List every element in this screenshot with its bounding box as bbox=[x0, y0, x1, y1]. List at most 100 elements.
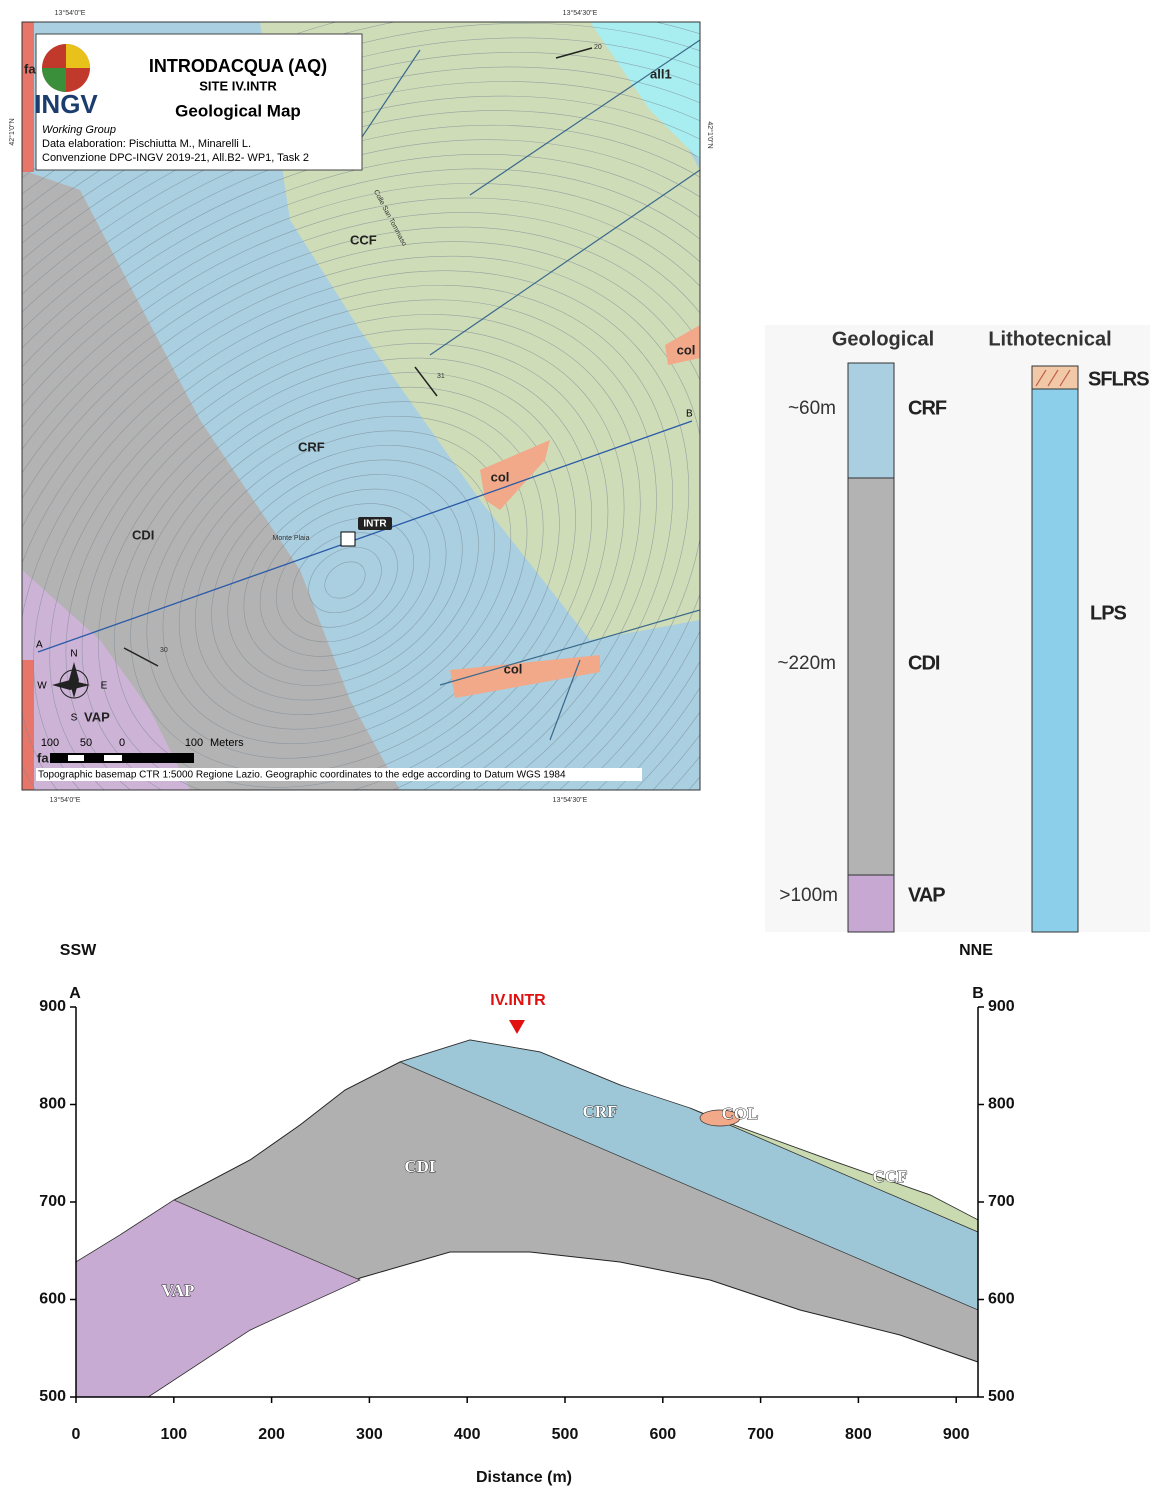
dip: 30 bbox=[160, 647, 168, 654]
coord: 42°1'0"N bbox=[706, 121, 714, 148]
fa-area bbox=[22, 22, 34, 172]
legend-box bbox=[35, 33, 363, 171]
coord: 13°54'30"E bbox=[563, 9, 598, 17]
scale-label: 100 bbox=[41, 737, 59, 749]
place: Monte Plaia bbox=[273, 535, 310, 542]
compass-n: N bbox=[70, 649, 77, 660]
scale-label: 100 bbox=[185, 737, 203, 749]
compass bbox=[52, 662, 90, 699]
unit: SFLRS bbox=[1088, 368, 1149, 390]
contour bbox=[243, 488, 447, 672]
x-tick-label: 100 bbox=[160, 1426, 187, 1443]
y-tick-label: 700 bbox=[988, 1193, 1015, 1210]
y-tick-label: 700 bbox=[39, 1193, 66, 1210]
col-section bbox=[699, 1109, 741, 1127]
column-panel bbox=[765, 325, 1150, 932]
unit-label: col bbox=[504, 661, 523, 676]
contour bbox=[22, 37, 700, 790]
contour bbox=[22, 52, 700, 790]
contour bbox=[275, 517, 415, 643]
cdi-area bbox=[22, 170, 400, 790]
contour bbox=[22, 95, 700, 790]
unit-label: col bbox=[491, 469, 510, 484]
group: Working Group bbox=[42, 124, 116, 136]
y-tick-label: 900 bbox=[988, 998, 1015, 1015]
coord: 42°1'0"N bbox=[8, 118, 16, 145]
x-tick-label: 800 bbox=[845, 1426, 872, 1443]
thickness: >100m bbox=[779, 885, 838, 906]
profile-end: B bbox=[686, 409, 693, 420]
direction: SSW bbox=[60, 942, 97, 959]
x-tick-label: 600 bbox=[649, 1426, 676, 1443]
unit-label: VAP bbox=[84, 709, 110, 724]
thickness: ~60m bbox=[788, 398, 836, 419]
dip-symbols bbox=[123, 47, 593, 667]
x-tick-label: 0 bbox=[72, 1426, 81, 1443]
geological-map: INGV INTRODACQUA (AQ) SITE IV.INTR Geolo… bbox=[8, 9, 714, 804]
y-tick-label: 900 bbox=[39, 998, 66, 1015]
contour bbox=[22, 22, 700, 790]
unit-label: CDI bbox=[132, 527, 154, 542]
contour bbox=[324, 561, 366, 599]
y-tick-label: 800 bbox=[39, 1096, 66, 1113]
contour bbox=[22, 212, 700, 790]
station-marker bbox=[509, 1020, 525, 1034]
y-tick-label: 600 bbox=[988, 1291, 1015, 1308]
contour bbox=[211, 459, 479, 701]
unit-label: CCF bbox=[873, 1167, 908, 1186]
contour bbox=[22, 110, 700, 790]
unit-label: COL bbox=[722, 1104, 759, 1123]
col-area bbox=[480, 440, 550, 510]
station-label: IV.INTR bbox=[490, 992, 546, 1009]
fa-area bbox=[22, 660, 34, 790]
unit-label: col bbox=[677, 342, 696, 357]
x-axis-title: Distance (m) bbox=[476, 1469, 572, 1486]
column-header: Lithotecnical bbox=[988, 328, 1111, 350]
unit-label: CDI bbox=[404, 1157, 436, 1176]
col-area bbox=[665, 325, 700, 365]
coord: 13°54'0"E bbox=[50, 796, 81, 804]
cdi-layer bbox=[847, 477, 895, 876]
contour bbox=[97, 357, 593, 790]
profile-end: A bbox=[69, 985, 81, 1002]
coord: 13°54'0"E bbox=[55, 9, 86, 17]
col-area bbox=[450, 655, 600, 698]
compass-s: S bbox=[71, 713, 78, 724]
x-tick-label: 700 bbox=[747, 1426, 774, 1443]
contour bbox=[22, 183, 700, 790]
scale-label: 50 bbox=[80, 737, 92, 749]
scale-unit: Meters bbox=[210, 737, 244, 749]
contour bbox=[22, 197, 700, 790]
map-title: INTRODACQUA (AQ) bbox=[149, 56, 327, 76]
lps-layer bbox=[1031, 388, 1079, 933]
compass-w: W bbox=[37, 681, 47, 692]
scale-label: 0 bbox=[119, 737, 125, 749]
y-tick-label: 500 bbox=[988, 1388, 1015, 1405]
coord: 13°54'30"E bbox=[553, 796, 588, 804]
dip: 31 bbox=[437, 373, 445, 380]
unit-label: CRF bbox=[298, 439, 325, 454]
contour bbox=[22, 153, 700, 790]
logo: INGV bbox=[34, 89, 98, 119]
x-tick-label: 200 bbox=[258, 1426, 285, 1443]
direction: NNE bbox=[959, 942, 993, 959]
credit: Data elaboration: Pischiutta M., Minarel… bbox=[42, 138, 251, 150]
vap-layer bbox=[847, 874, 895, 933]
station-marker bbox=[340, 531, 356, 547]
ccf-area bbox=[260, 22, 700, 640]
unit: CDI bbox=[908, 652, 940, 674]
column-header: Geological bbox=[832, 328, 934, 350]
contour bbox=[22, 168, 700, 790]
profile-end: A bbox=[36, 640, 43, 651]
dip: 20 bbox=[594, 44, 602, 51]
profile-line bbox=[37, 420, 693, 653]
thickness: ~220m bbox=[777, 653, 836, 674]
unit: CRF bbox=[908, 397, 947, 419]
cross-section: CRF COL CDI CCF VAP SSW NNE A B IV.INTR … bbox=[39, 942, 1015, 1486]
contour bbox=[22, 66, 700, 790]
unit-label: VAP bbox=[162, 1281, 195, 1300]
y-tick-label: 600 bbox=[39, 1291, 66, 1308]
stratigraphic-column: Geological Lithotecnical ~60m CRF ~220m … bbox=[765, 325, 1150, 933]
contour bbox=[22, 270, 690, 790]
map-footer: Topographic basemap CTR 1:5000 Regione L… bbox=[38, 770, 566, 781]
